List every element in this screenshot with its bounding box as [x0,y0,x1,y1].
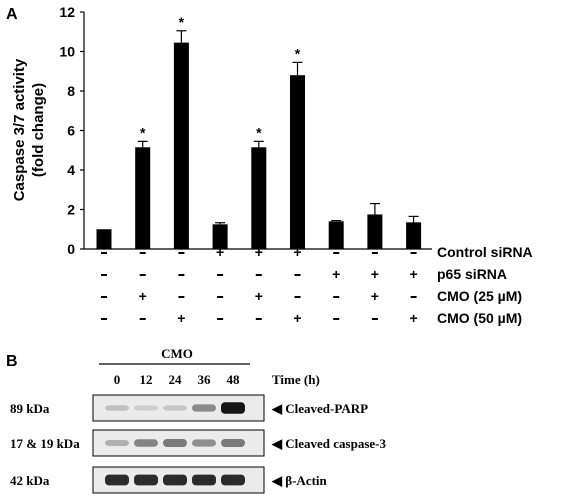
bar [135,147,151,249]
significance-star: * [140,124,146,140]
treatment-row-label: Control siRNA [437,244,533,260]
treatment-plus: + [139,288,147,304]
y-tick-label: 4 [67,162,75,178]
bar-series: * * * * [96,14,422,249]
blot-band [192,439,216,447]
blot-band [192,404,216,412]
time-point-label: 12 [140,372,153,387]
treatment-row-label: CMO (50 µM) [437,310,522,326]
blot-band [134,474,158,486]
blot-kda-label: 42 kDa [10,473,50,488]
blot-band [105,440,129,446]
y-tick-label: 12 [59,4,75,20]
time-point-label: 0 [114,372,121,387]
treatment-plus: + [371,266,379,282]
y-axis-label-line2: (fold change) [30,83,47,177]
blot-target-label: ◀ β-Actin [271,473,328,488]
bar [328,221,344,249]
treatment-plus: + [216,244,224,260]
panel-b-letter: B [6,353,18,370]
bar [212,224,228,249]
bar [367,214,383,249]
treatment-plus: + [332,266,340,282]
bar [251,147,267,249]
treatment-plus: + [255,244,263,260]
treatment-plus: + [293,244,301,260]
y-tick-label: 6 [67,123,75,139]
y-tick-label: 8 [67,83,75,99]
significance-star: * [256,124,262,140]
time-point-label: 24 [169,372,183,387]
western-blots: 0 12 24 36 48 89 kDa ◀ Cleaved-PARP 17 & 19 kDa… [10,372,386,494]
treatment-plus: + [293,310,301,326]
blot-band [134,405,158,411]
blot-band [134,439,158,447]
panel-a-letter: A [6,6,18,23]
treatment-plus: + [177,310,185,326]
y-axis-label-line1: Caspase 3/7 activity [11,58,28,201]
treatment-plus: + [255,288,263,304]
time-axis-label: Time (h) [272,372,320,387]
blot-band [105,405,129,411]
blot-band [163,474,187,486]
blot-band [221,474,245,486]
blot-band [221,439,245,447]
treatment-row-label: p65 siRNA [437,266,507,282]
treatment-plus: + [410,310,418,326]
y-tick-label: 10 [59,44,75,60]
blot-band [163,405,187,411]
blot-band [105,474,129,486]
blot-band [163,439,187,447]
time-point-label: 48 [227,372,241,387]
y-tick-label: 2 [67,202,75,218]
blot-kda-label: 89 kDa [10,401,50,416]
treatment-row-label: CMO (25 µM) [437,288,522,304]
cmo-group-label: CMO [161,346,193,361]
y-tick-label: 0 [67,241,75,257]
treatment-plus: + [371,288,379,304]
bar [173,42,189,249]
blot-kda-label: 17 & 19 kDa [10,436,80,451]
treatment-table: + + + Control siRNA + + + p65 siRNA + + + CMO (25 µ… [101,244,533,326]
y-axis: 0 2 4 6 8 10 12 [59,4,84,257]
significance-star: * [295,45,301,61]
blot-band [192,474,216,486]
significance-star: * [179,14,185,30]
bar [290,75,305,249]
bar [406,222,422,249]
treatment-plus: + [410,266,418,282]
blot-target-label: ◀ Cleaved-PARP [271,401,368,416]
time-point-label: 36 [198,372,212,387]
blot-band [221,402,245,414]
blot-target-label: ◀ Cleaved caspase-3 [271,436,386,451]
bar [96,229,112,249]
